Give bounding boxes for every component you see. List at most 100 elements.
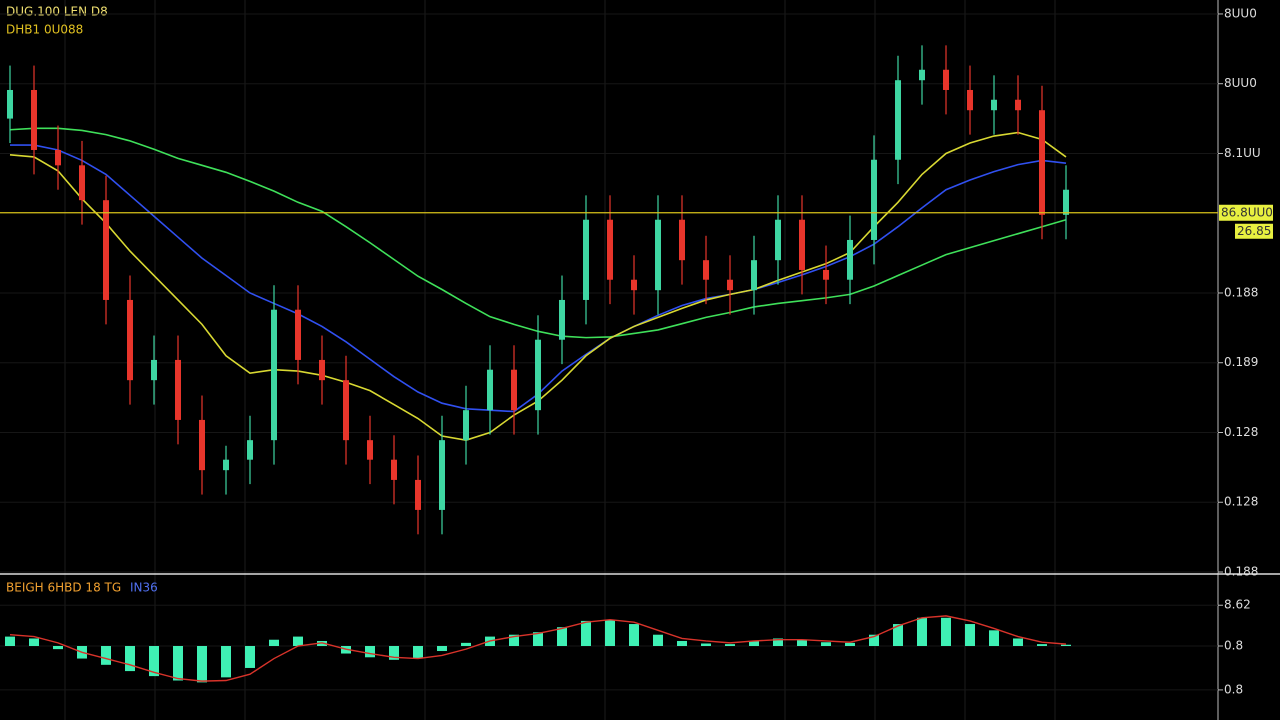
candle-body: [415, 479, 421, 510]
pane-subtitle: IN36: [130, 581, 158, 595]
price-tag: [1219, 204, 1273, 221]
y-tick-label: 0.8: [1224, 682, 1243, 696]
candle-body: [1063, 189, 1069, 215]
y-tick-label: 0.8: [1224, 639, 1243, 653]
histogram-bar: [269, 639, 279, 646]
candle-body: [463, 410, 469, 441]
histogram-bar: [413, 646, 423, 659]
candle-body: [1015, 99, 1021, 111]
chart-title: DUG.100 LEN D8: [6, 5, 108, 19]
candle-body: [151, 359, 157, 381]
histogram-bar: [845, 642, 855, 646]
signal-line: [9, 615, 1067, 682]
histogram-bar: [197, 646, 207, 683]
histogram-bar: [53, 646, 63, 650]
histogram-bar: [653, 634, 663, 646]
candle-body: [631, 279, 637, 291]
candle-body: [103, 200, 109, 300]
candle-body: [967, 89, 973, 111]
candle-body: [703, 260, 709, 280]
candle-body: [31, 89, 37, 150]
candle-body: [871, 159, 877, 240]
y-tick-label: 0.188: [1224, 285, 1258, 299]
candle-body: [943, 69, 949, 90]
price-note-tag: [1235, 223, 1273, 239]
candle-body: [919, 69, 925, 81]
candle-body: [391, 459, 397, 480]
y-tick-label: 8.1UU: [1224, 146, 1261, 160]
histogram-bar: [677, 640, 687, 646]
histogram-bar: [5, 636, 15, 646]
histogram-bar: [629, 624, 639, 646]
candle-body: [535, 339, 541, 411]
y-tick-label: 8UU0: [1224, 6, 1257, 20]
candle-body: [991, 99, 997, 111]
histogram-bar: [965, 624, 975, 646]
histogram-bar: [989, 630, 999, 646]
histogram-bar: [749, 640, 759, 646]
histogram-bar: [389, 646, 399, 660]
histogram-bar: [509, 634, 519, 646]
histogram-bar: [917, 617, 927, 646]
histogram-bar: [893, 624, 903, 646]
y-tick-label: 8UU0: [1224, 76, 1257, 90]
candle-body: [799, 219, 805, 270]
candle-body: [343, 380, 349, 441]
candle-body: [847, 239, 853, 280]
vertical-grid: [64, 0, 1056, 720]
y-tick-label: 0.189: [1224, 355, 1258, 369]
price-tag-label: 86.8UU0: [1221, 205, 1273, 219]
histogram-bar: [1013, 638, 1023, 646]
candle-body: [487, 369, 493, 411]
pane-title: BEIGH 6HBD 18 TG: [6, 581, 121, 595]
candle-body: [559, 299, 565, 340]
candle-body: [775, 219, 781, 261]
histogram-bar: [797, 639, 807, 646]
histogram-bar: [245, 646, 255, 668]
histogram-bar: [869, 634, 879, 646]
histogram-bar: [101, 646, 111, 665]
y-tick-label: 0.128: [1224, 425, 1258, 439]
chart-subtitle: DHB1 0U088: [6, 23, 83, 37]
candle-body: [439, 440, 445, 510]
histogram-bar: [461, 642, 471, 646]
candle-body: [655, 219, 661, 291]
histogram-bar: [725, 644, 735, 646]
histogram-bar: [701, 643, 711, 646]
candle-body: [727, 279, 733, 291]
y-tick-label: 8.62: [1224, 598, 1251, 612]
histogram-bar: [581, 620, 591, 646]
histogram-bar: [29, 638, 39, 646]
histogram-bar: [221, 646, 231, 678]
candle-body: [607, 219, 613, 280]
histogram-bar: [437, 646, 447, 652]
candle-body: [79, 165, 85, 201]
histogram-bar: [941, 617, 951, 646]
histogram-bar: [533, 632, 543, 646]
candle-body: [199, 419, 205, 471]
histogram-bar: [293, 636, 303, 646]
candle-body: [55, 149, 61, 166]
candle-body: [583, 219, 589, 300]
candle-body: [367, 440, 373, 460]
candle-body: [319, 359, 325, 381]
candle-body: [7, 89, 13, 119]
candle-body: [223, 459, 229, 471]
candle-body: [295, 309, 301, 360]
histogram-bar: [149, 646, 159, 677]
candle-body: [823, 269, 829, 280]
histogram-bar: [1037, 644, 1047, 646]
histogram-bar: [605, 619, 615, 646]
candle-body: [679, 219, 685, 261]
histogram-bar: [173, 646, 183, 681]
histogram-bar: [773, 638, 783, 646]
candle-body: [895, 80, 901, 160]
candle-body: [1039, 110, 1045, 215]
y-tick-label: 0.188: [1224, 565, 1258, 579]
candle-body: [247, 440, 253, 460]
histogram-bar: [821, 642, 831, 646]
y-tick-label: 0.128: [1224, 495, 1258, 509]
histogram-bar: [125, 646, 135, 672]
